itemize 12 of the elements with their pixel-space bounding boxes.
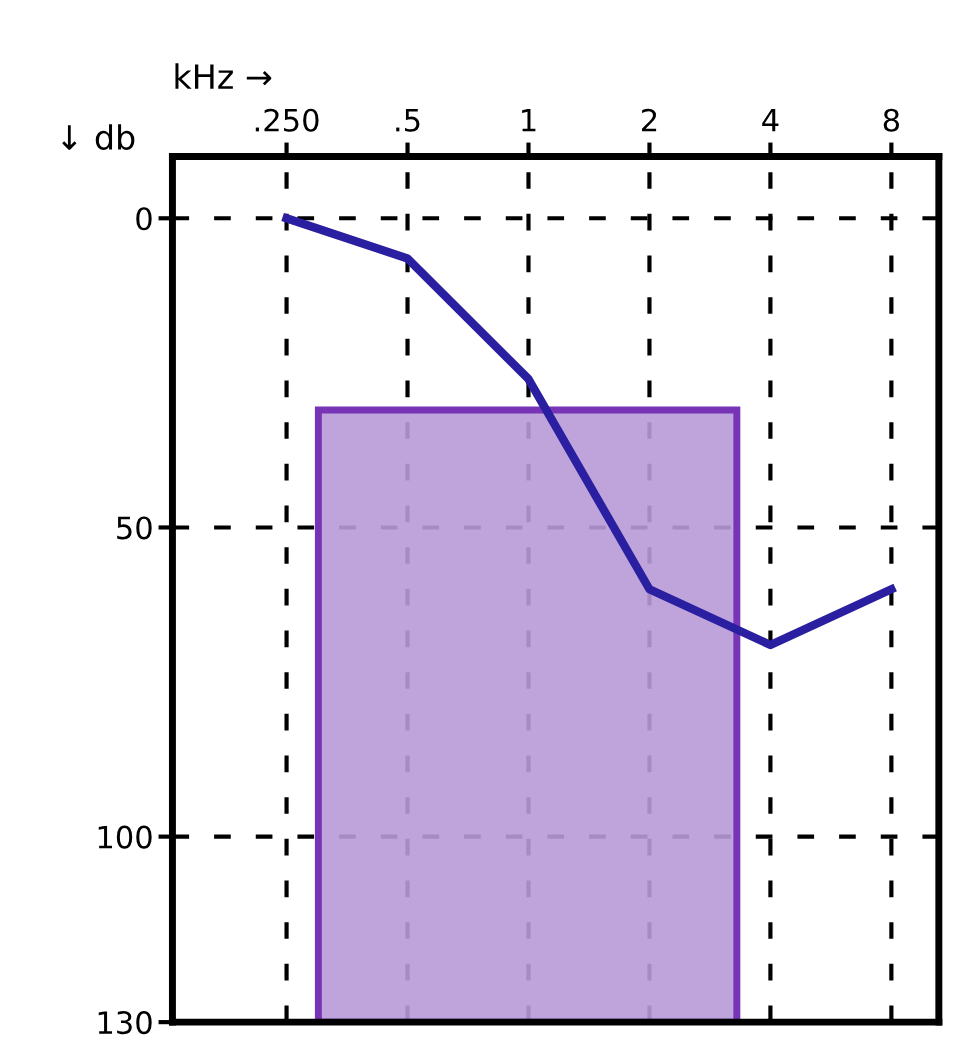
x-tick-label: 4 [762, 109, 779, 132]
y-axis-title: ↓ db [62, 124, 135, 150]
y-tick-label: 0 [136, 207, 152, 231]
x-tick-label: .250 [255, 108, 319, 132]
y-tick-label: 100 [98, 825, 152, 849]
y-tick-label: 130 [98, 1011, 152, 1035]
x-tick-label: 8 [883, 108, 900, 132]
x-tick-label: 2 [641, 108, 657, 132]
x-tick-label: .5 [396, 109, 420, 132]
x-tick-label: 1 [522, 109, 536, 132]
y-tick-label: 50 [117, 516, 152, 540]
x-axis-title: kHz → [175, 63, 272, 89]
